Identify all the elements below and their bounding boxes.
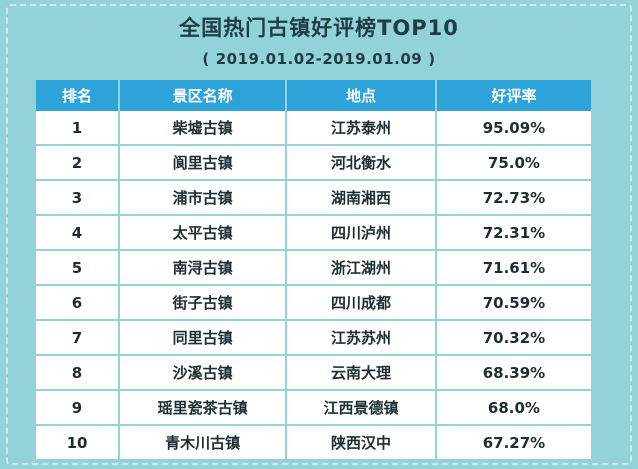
cell-rating: 68.39% — [434, 356, 591, 391]
cell-scenic-name: 青木川古镇 — [118, 426, 286, 461]
cell-location: 云南大理 — [285, 356, 435, 391]
cell-scenic-name: 街子古镇 — [118, 286, 286, 321]
ranking-table: 排名 景区名称 地点 好评率 1 柴墟古镇 江苏泰州 95.09% 2 阆里古镇 河北衡水 7… — [36, 80, 591, 461]
table-header-row: 排名 景区名称 地点 好评率 — [36, 80, 591, 111]
table-row: 3 浦市古镇 湖南湘西 72.73% — [36, 181, 591, 216]
close-paren: ) — [428, 50, 436, 68]
cell-rank: 4 — [36, 216, 119, 251]
cell-location: 陕西汉中 — [285, 426, 435, 461]
cell-rating: 71.61% — [434, 251, 591, 286]
cell-location: 四川成都 — [285, 286, 435, 321]
table-row: 6 街子古镇 四川成都 70.59% — [36, 286, 591, 321]
table-row: 9 瑶里瓷茶古镇 江西景德镇 68.0% — [36, 391, 591, 426]
table-row: 10 青木川古镇 陕西汉中 67.27% — [36, 426, 591, 461]
table-row: 7 同里古镇 江苏苏州 70.32% — [36, 321, 591, 356]
header-rank: 排名 — [36, 80, 119, 111]
cell-location: 河北衡水 — [285, 146, 435, 181]
cell-location: 江苏泰州 — [285, 111, 435, 146]
table-row: 2 阆里古镇 河北衡水 75.0% — [36, 146, 591, 181]
cell-location: 浙江湖州 — [285, 251, 435, 286]
cell-rating: 72.31% — [434, 216, 591, 251]
table-row: 8 沙溪古镇 云南大理 68.39% — [36, 356, 591, 391]
cell-rank: 7 — [36, 321, 119, 356]
header-location: 地点 — [285, 80, 435, 111]
page-title: 全国热门古镇好评榜TOP10 — [179, 16, 459, 40]
cell-scenic-name: 阆里古镇 — [118, 146, 286, 181]
cell-rating: 67.27% — [434, 426, 591, 461]
cell-rank: 5 — [36, 251, 119, 286]
cell-rating: 70.32% — [434, 321, 591, 356]
cell-rating: 72.73% — [434, 181, 591, 216]
table-row: 4 太平古镇 四川泸州 72.31% — [36, 216, 591, 251]
cell-location: 湖南湘西 — [285, 181, 435, 216]
cell-scenic-name: 南浔古镇 — [118, 251, 286, 286]
table-body: 1 柴墟古镇 江苏泰州 95.09% 2 阆里古镇 河北衡水 75.0% 3 浦市古镇 湖南湘西 72… — [36, 111, 591, 461]
table-row: 1 柴墟古镇 江苏泰州 95.09% — [36, 111, 591, 146]
cell-rating: 75.0% — [434, 146, 591, 181]
cell-rank: 2 — [36, 146, 119, 181]
cell-location: 江苏苏州 — [285, 321, 435, 356]
cell-location: 四川泸州 — [285, 216, 435, 251]
decorative-frame — [6, 4, 632, 465]
cell-scenic-name: 太平古镇 — [118, 216, 286, 251]
cell-scenic-name: 柴墟古镇 — [118, 111, 286, 146]
cell-rank: 1 — [36, 111, 119, 146]
cell-rank: 6 — [36, 286, 119, 321]
cell-rank: 3 — [36, 181, 119, 216]
cell-rank: 8 — [36, 356, 119, 391]
date-range: (2019.01.02-2019.01.09) — [0, 50, 638, 68]
cell-scenic-name: 沙溪古镇 — [118, 356, 286, 391]
cell-rating: 95.09% — [434, 111, 591, 146]
cell-rating: 70.59% — [434, 286, 591, 321]
cell-scenic-name: 浦市古镇 — [118, 181, 286, 216]
header-rating: 好评率 — [434, 80, 591, 111]
cell-scenic-name: 同里古镇 — [118, 321, 286, 356]
date-range-text: 2019.01.02-2019.01.09 — [215, 50, 423, 68]
cell-scenic-name: 瑶里瓷茶古镇 — [118, 391, 286, 426]
table-row: 5 南浔古镇 浙江湖州 71.61% — [36, 251, 591, 286]
cell-location: 江西景德镇 — [285, 391, 435, 426]
cell-rank: 10 — [36, 426, 119, 461]
open-paren: ( — [202, 50, 210, 68]
cell-rating: 68.0% — [434, 391, 591, 426]
cell-rank: 9 — [36, 391, 119, 426]
header-scenic-name: 景区名称 — [118, 80, 286, 111]
